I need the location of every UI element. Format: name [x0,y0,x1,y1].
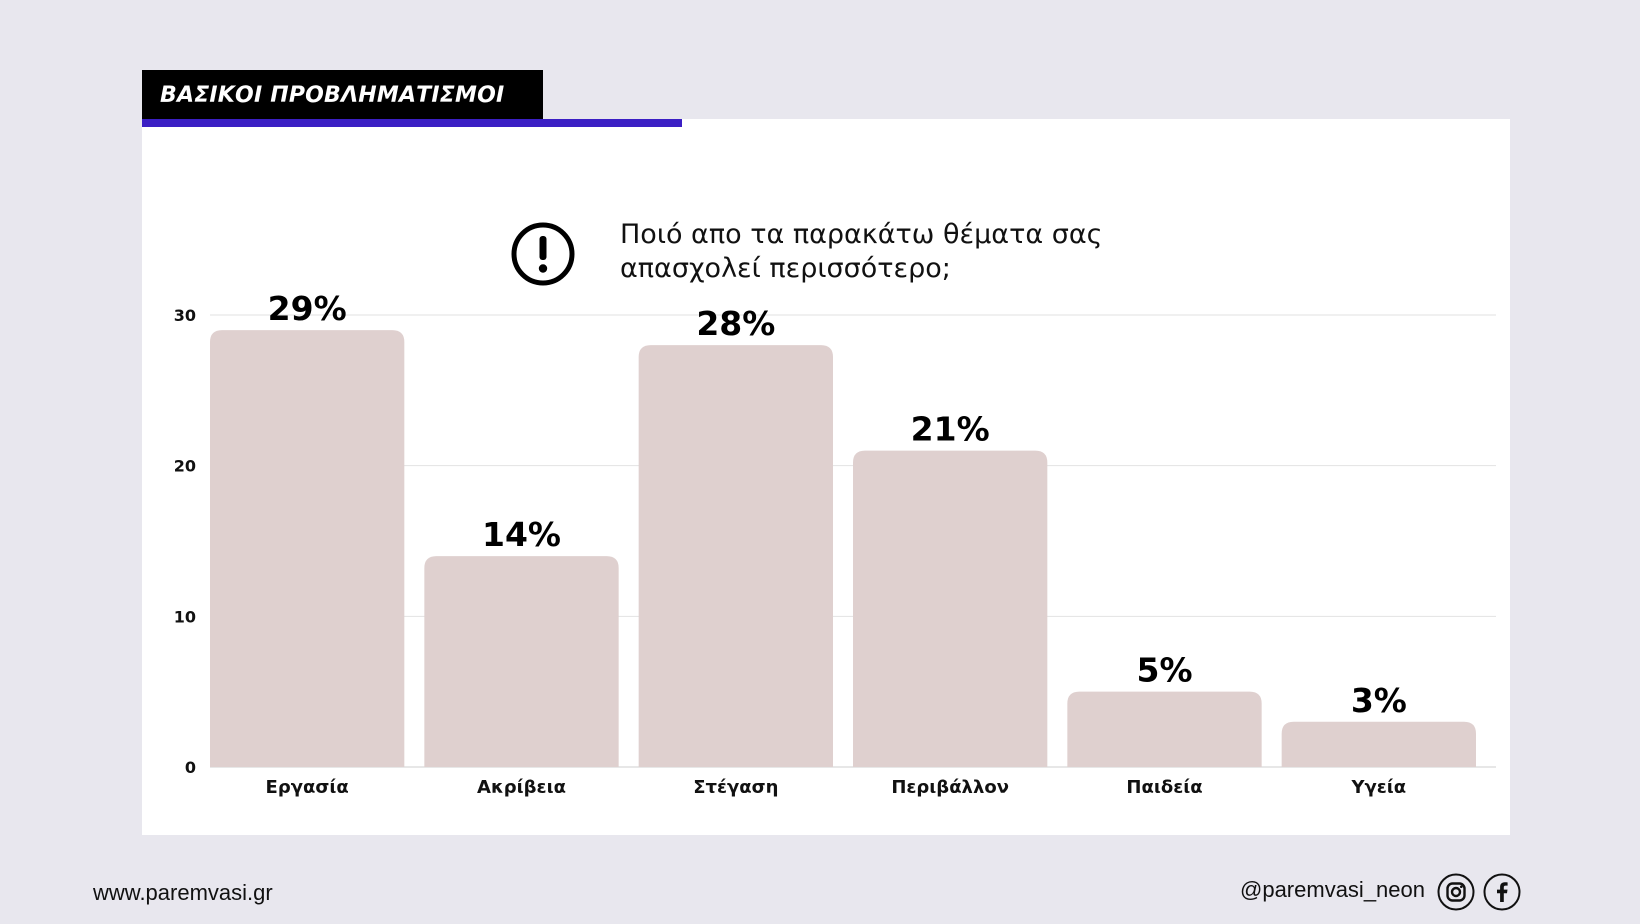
y-tick-label: 30 [174,306,196,325]
exclamation-circle-icon [511,222,575,286]
y-tick-label: 0 [185,758,196,777]
bar [853,450,1048,767]
instagram-icon[interactable] [1437,873,1475,911]
x-tick-label: Περιβάλλον [891,777,1009,798]
bar [424,556,619,767]
data-label: 29% [268,289,347,328]
data-label: 28% [696,304,775,343]
accent-bar [142,119,682,127]
data-label: 14% [482,515,561,554]
x-tick-label: Στέγαση [693,777,778,798]
section-title: ΒΑΣΙΚΟΙ ΠΡΟΒΛΗΜΑΤΙΣΜΟΙ [160,82,505,108]
bar [1067,691,1262,767]
y-tick-label: 20 [174,457,196,476]
data-label: 3% [1351,681,1407,720]
x-tick-label: Ακρίβεια [477,777,566,798]
question-line-2: απασχολεί περισσότερο; [620,253,951,284]
y-tick-label: 10 [174,607,196,626]
x-tick-label: Εργασία [266,777,349,798]
facebook-icon[interactable] [1483,873,1521,911]
bar [1281,721,1476,767]
survey-question: Ποιό απο τα παρακάτω θέματα σας απασχολε… [620,218,1102,286]
data-label: 5% [1136,651,1192,690]
bar [638,345,833,767]
social-handle[interactable]: @paremvasi_neon [1240,877,1425,902]
x-tick-label: Υγεία [1350,777,1406,798]
bar [210,330,405,767]
x-tick-label: Παιδεία [1126,777,1202,798]
question-line-1: Ποιό απο τα παρακάτω θέματα σας [620,219,1103,250]
section-header: ΒΑΣΙΚΟΙ ΠΡΟΒΛΗΜΑΤΙΣΜΟΙ [142,70,543,120]
data-label: 21% [911,410,990,449]
website-link[interactable]: www.paremvasi.gr [93,880,273,905]
